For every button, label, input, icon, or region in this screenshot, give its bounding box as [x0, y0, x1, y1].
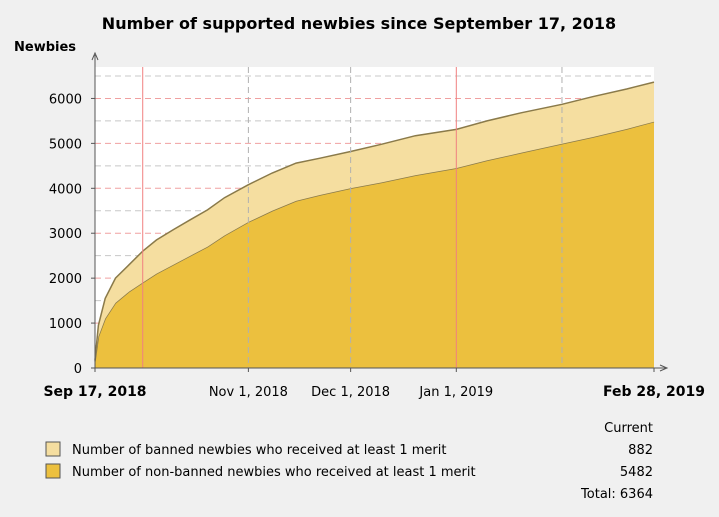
y-ticks: 0 1000 2000 3000 4000 5000 6000 [49, 92, 95, 377]
y-axis-label: Newbies [14, 40, 76, 55]
chart-title: Number of supported newbies since Septem… [102, 14, 616, 33]
legend-label-banned: Number of banned newbies who received at… [72, 443, 446, 458]
x-tick-label: Dec 1, 2018 [311, 385, 390, 400]
legend-swatch-banned [45, 441, 61, 457]
legend-value-nonbanned: 5482 [620, 465, 653, 480]
x-tick-label: Jan 1, 2019 [418, 385, 493, 400]
x-tick-label: Sep 17, 2018 [43, 384, 146, 400]
area-banned [95, 82, 654, 362]
y-tick-label: 1000 [49, 317, 82, 332]
legend-current-header: Current [604, 421, 653, 436]
y-tick-label: 2000 [49, 272, 82, 287]
vertical-grid-overlay [142, 67, 563, 368]
series-line-banned [94, 81, 655, 360]
legend-total: Total: 6364 [580, 487, 653, 502]
x-tick-label: Feb 28, 2019 [603, 384, 705, 400]
legend-label-nonbanned: Number of non-banned newbies who receive… [72, 465, 476, 480]
x-axis-arrow [659, 364, 669, 372]
y-tick-label: 5000 [49, 137, 82, 152]
legend-swatch-nonbanned [45, 463, 61, 479]
y-tick-label: 3000 [49, 227, 82, 242]
area-series [94, 81, 655, 368]
legend-value-banned: 882 [628, 443, 653, 458]
y-tick-label: 4000 [49, 182, 82, 197]
y-tick-label: 0 [74, 362, 82, 377]
y-axis-arrow [91, 51, 99, 61]
area-nonbanned [95, 121, 654, 368]
x-tick-label: Nov 1, 2018 [209, 385, 288, 400]
legend: Current Number of banned newbies who rec… [45, 421, 653, 502]
x-ticks: Sep 17, 2018 Nov 1, 2018 Dec 1, 2018 Jan 1,… [43, 368, 705, 400]
y-tick-label: 6000 [49, 92, 82, 107]
